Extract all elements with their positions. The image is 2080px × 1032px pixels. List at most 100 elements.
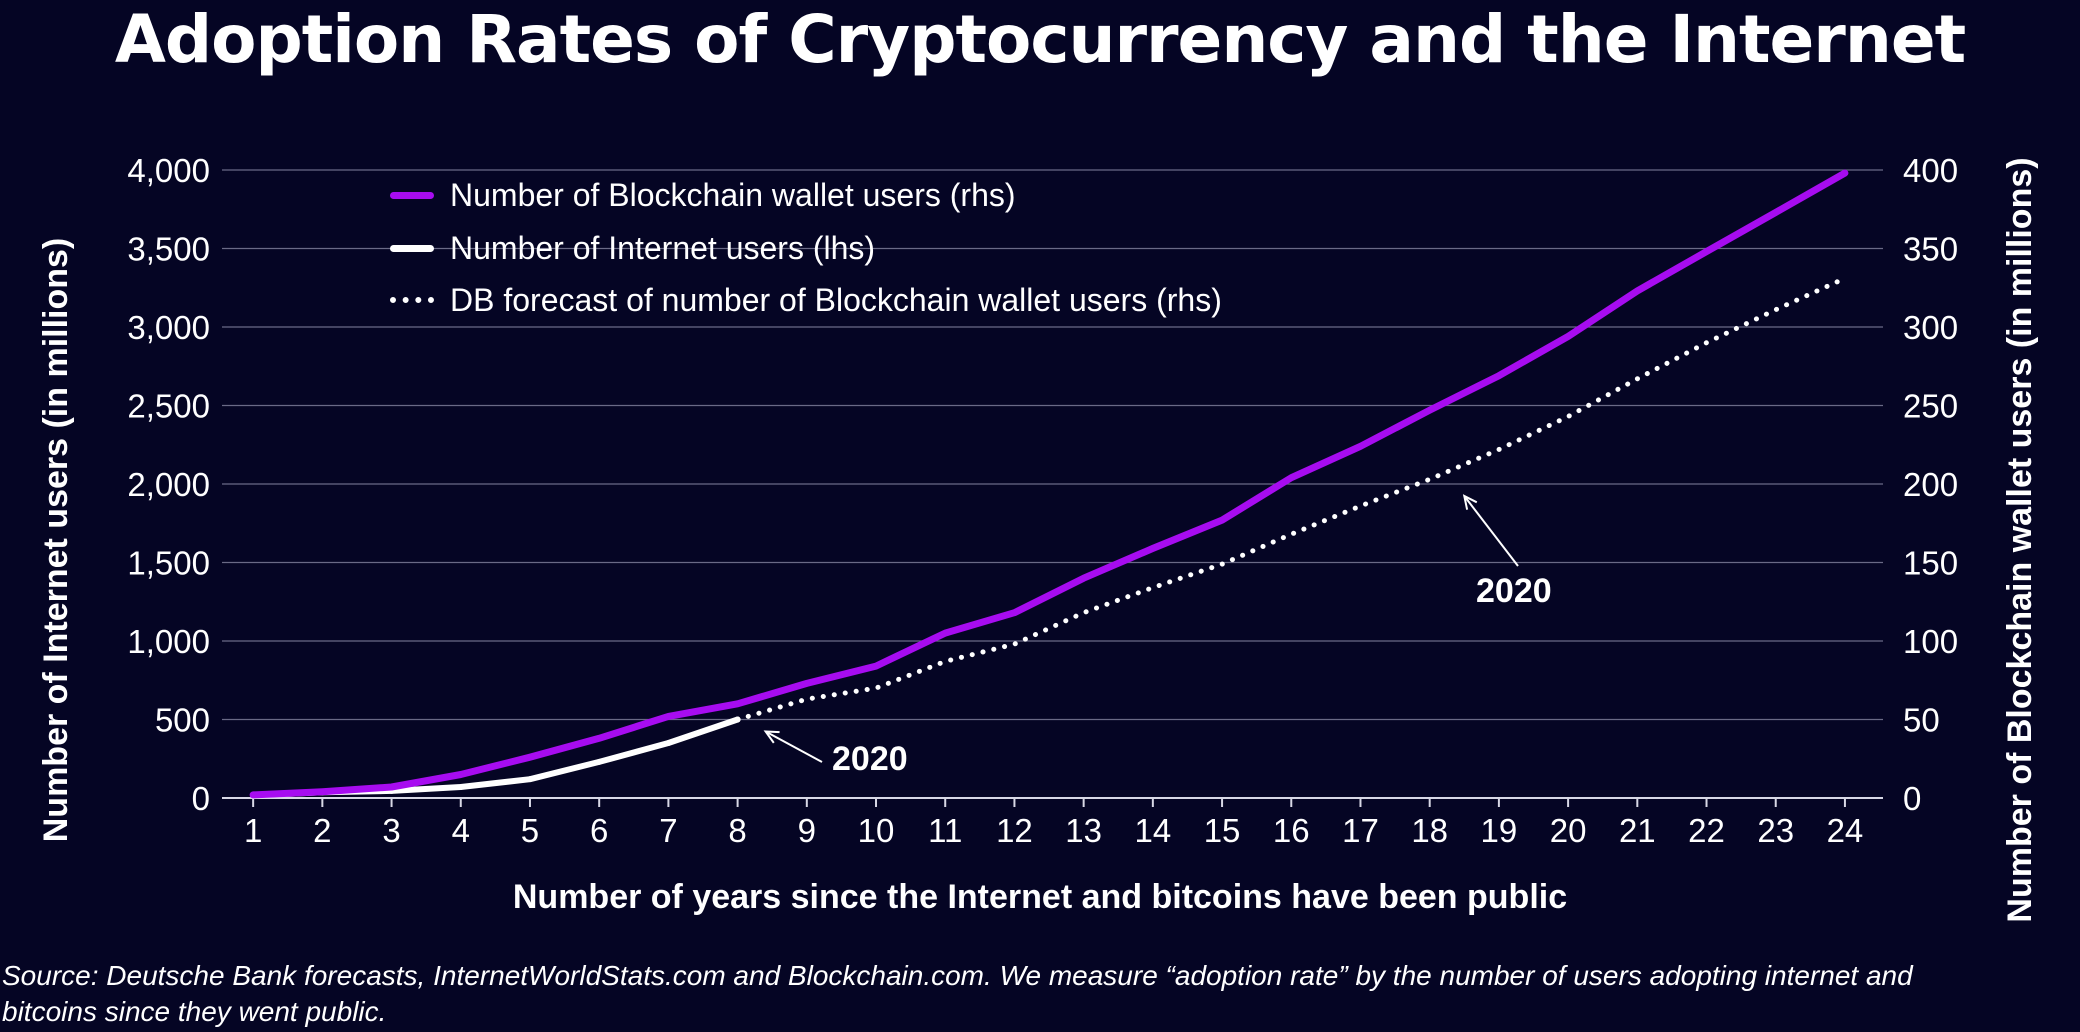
right-y-tick-label: 0 xyxy=(1903,780,1921,817)
right-y-tick-label: 100 xyxy=(1903,623,1958,660)
data-point xyxy=(1080,575,1087,582)
data-point xyxy=(388,784,395,791)
legend-label-blockchain: Number of Blockchain wallet users (rhs) xyxy=(450,176,1016,213)
series-lines xyxy=(249,169,1849,799)
data-point xyxy=(596,735,603,742)
x-tick-label: 20 xyxy=(1550,812,1587,849)
x-axis: 1 2 3 4 5 6 7 8 9 10 11 12 13 14 15 16 17 18 19 20 21 22 23 24 xyxy=(222,797,1883,849)
x-tick-label: 21 xyxy=(1619,812,1656,849)
right-y-tick-label: 150 xyxy=(1903,545,1958,582)
x-tick-label: 23 xyxy=(1757,812,1794,849)
data-point xyxy=(734,716,741,723)
annotation-arrow-internet-shaft xyxy=(765,730,823,763)
data-point xyxy=(803,680,810,687)
x-tick-label: 8 xyxy=(728,812,746,849)
x-axis-label: Number of years since the Internet and b… xyxy=(512,878,1568,916)
annotation-arrow-forecast-head xyxy=(1462,494,1478,510)
data-point xyxy=(526,776,533,783)
left-y-tick-label: 3,000 xyxy=(127,309,210,346)
data-point xyxy=(1357,443,1364,450)
x-tick-label: 7 xyxy=(659,812,677,849)
left-y-tick-labels: 0 500 1,000 1,500 2,000 2,500 3,000 3,500 4,000 xyxy=(127,152,210,817)
chart-title: Adoption Rates of Cryptocurrency and the… xyxy=(114,1,1966,78)
x-tick-label: 13 xyxy=(1065,812,1102,849)
x-tick-label: 14 xyxy=(1134,812,1171,849)
x-tick-label: 12 xyxy=(996,812,1033,849)
left-y-tick-label: 2,000 xyxy=(127,466,210,503)
legend-label-internet: Number of Internet users (lhs) xyxy=(450,229,876,266)
x-tick-label: 18 xyxy=(1411,812,1448,849)
legend-item-forecast: DB forecast of number of Blockchain wall… xyxy=(390,278,1222,322)
x-tick-label: 17 xyxy=(1342,812,1379,849)
series-line-blockchain xyxy=(249,169,1849,799)
annotation-2020-forecast: 2020 xyxy=(1476,572,1552,610)
data-point xyxy=(1427,476,1433,482)
data-point xyxy=(1081,610,1087,616)
source-note: Source: Deutsche Bank forecasts, Interne… xyxy=(2,960,1913,1027)
data-point xyxy=(665,740,672,747)
legend-swatch-internet xyxy=(390,244,434,252)
x-tick-label: 24 xyxy=(1827,812,1864,849)
annotation-2020-internet: 2020 xyxy=(832,740,908,778)
left-y-tick-label: 0 xyxy=(192,780,210,817)
data-point xyxy=(1773,307,1779,313)
left-y-tick-label: 1,500 xyxy=(127,545,210,582)
right-y-axis-label: Number of Blockchain wallet users (in mi… xyxy=(2001,157,2039,923)
annotation-arrow-internet-head xyxy=(763,730,780,744)
legend-swatch-forecast xyxy=(390,297,434,303)
data-point xyxy=(319,788,326,795)
data-point xyxy=(1841,170,1848,177)
left-y-axis-label: Number of Internet users (in millions) xyxy=(37,237,75,843)
x-tick-label: 10 xyxy=(858,812,895,849)
data-point xyxy=(873,663,880,670)
data-point xyxy=(1565,333,1572,340)
data-point xyxy=(1704,340,1710,346)
data-point xyxy=(1288,531,1294,537)
data-point xyxy=(1565,413,1571,419)
annotation-arrows xyxy=(763,494,1519,763)
x-tick-label: 1 xyxy=(244,812,262,849)
x-tick-label: 6 xyxy=(590,812,608,849)
data-point xyxy=(250,791,257,798)
right-y-tick-label: 250 xyxy=(1903,388,1958,425)
x-tick-label: 22 xyxy=(1688,812,1725,849)
data-point xyxy=(1496,446,1502,452)
data-point xyxy=(1495,372,1502,379)
right-y-tick-labels: 0 50 100 150 200 250 300 350 400 xyxy=(1903,152,1958,817)
data-point xyxy=(1772,209,1779,216)
data-point xyxy=(1634,287,1641,294)
x-tick-label: 16 xyxy=(1273,812,1310,849)
series-line-forecast xyxy=(735,275,1848,722)
data-point xyxy=(1011,609,1018,616)
x-tick-label: 4 xyxy=(452,812,470,849)
legend-item-internet: Number of Internet users (lhs) xyxy=(390,226,875,270)
annotation-arrow-forecast-shaft xyxy=(1463,495,1519,567)
data-point xyxy=(1703,248,1710,255)
left-y-tick-label: 2,500 xyxy=(127,388,210,425)
legend-label-forecast: DB forecast of number of Blockchain wall… xyxy=(450,281,1222,318)
legend-swatch-blockchain xyxy=(390,191,434,199)
data-point xyxy=(804,696,810,702)
x-tick-label: 3 xyxy=(382,812,400,849)
data-point xyxy=(1011,641,1017,647)
data-point xyxy=(1634,376,1640,382)
left-y-tick-label: 1,000 xyxy=(127,623,210,660)
left-y-tick-label: 500 xyxy=(155,702,210,739)
x-tick-label: 2 xyxy=(313,812,331,849)
data-point xyxy=(1357,503,1363,509)
data-point xyxy=(596,758,603,765)
left-y-tick-label: 4,000 xyxy=(127,152,210,189)
right-y-tick-label: 400 xyxy=(1903,152,1958,189)
series-line-internet xyxy=(250,716,741,799)
right-y-tick-label: 50 xyxy=(1903,702,1940,739)
right-y-tick-label: 300 xyxy=(1903,309,1958,346)
x-tick-label: 9 xyxy=(798,812,816,849)
data-point xyxy=(873,685,879,691)
data-point xyxy=(1842,275,1848,281)
data-point xyxy=(1219,517,1226,524)
right-y-tick-label: 200 xyxy=(1903,466,1958,503)
left-y-tick-label: 3,500 xyxy=(127,231,210,268)
data-point xyxy=(1288,474,1295,481)
x-tick-label: 11 xyxy=(928,812,962,849)
data-point xyxy=(1219,561,1225,567)
